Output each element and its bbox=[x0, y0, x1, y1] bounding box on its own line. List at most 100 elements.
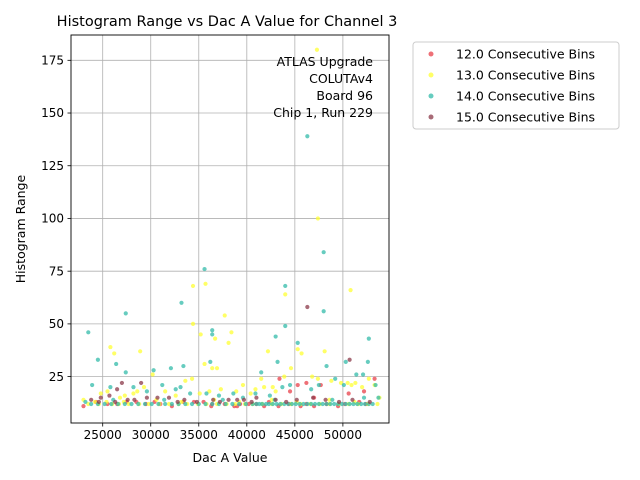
data-point-series-2 bbox=[214, 366, 220, 371]
x-axis-ticks: 25000 30000 35000 40000 45000 50000 bbox=[84, 423, 362, 442]
y-axis-ticks: 25 50 75 100 125 150 175 bbox=[41, 54, 71, 384]
data-point-series-4 bbox=[305, 304, 310, 310]
data-point-series-2 bbox=[327, 397, 332, 402]
data-point-series-3 bbox=[297, 401, 302, 407]
data-point-series-3 bbox=[123, 311, 128, 316]
legend-marker bbox=[428, 114, 434, 120]
data-point-series-2 bbox=[229, 330, 234, 335]
data-point-series-3 bbox=[287, 382, 293, 388]
data-point-series-3 bbox=[210, 401, 215, 407]
data-point-series-2 bbox=[349, 382, 354, 388]
data-point-series-3 bbox=[330, 397, 335, 402]
data-point-series-1 bbox=[277, 376, 282, 381]
legend-marker bbox=[428, 72, 434, 78]
data-point-series-2 bbox=[240, 382, 246, 388]
data-point-series-3 bbox=[163, 401, 168, 407]
data-point-series-2 bbox=[338, 380, 344, 386]
data-point-series-3 bbox=[223, 401, 228, 407]
data-point-series-3 bbox=[86, 330, 91, 335]
data-point-series-3 bbox=[321, 309, 326, 314]
data-point-series-1 bbox=[346, 391, 351, 396]
data-point-series-2 bbox=[98, 391, 103, 396]
annotation-line: Chip 1, Run 229 bbox=[273, 105, 373, 120]
data-points bbox=[81, 47, 382, 409]
data-point-series-2 bbox=[226, 340, 231, 345]
data-point-series-4 bbox=[144, 395, 149, 400]
data-point-series-3 bbox=[275, 359, 280, 364]
data-point-series-2 bbox=[179, 399, 184, 405]
data-point-series-2 bbox=[222, 313, 227, 318]
data-point-series-3 bbox=[360, 372, 366, 377]
data-point-series-2 bbox=[359, 385, 365, 390]
y-tick-label: 150 bbox=[41, 106, 64, 120]
data-point-series-3 bbox=[362, 401, 368, 407]
data-point-series-3 bbox=[289, 401, 295, 407]
data-point-series-2 bbox=[270, 385, 275, 390]
data-point-series-3 bbox=[204, 391, 209, 396]
data-point-series-3 bbox=[309, 401, 314, 407]
data-point-series-3 bbox=[115, 401, 121, 407]
x-axis-label: Dac A Value bbox=[193, 450, 268, 465]
data-point-series-3 bbox=[263, 401, 269, 407]
data-point-series-3 bbox=[179, 300, 184, 305]
data-point-series-2 bbox=[190, 283, 196, 289]
data-point-series-2 bbox=[273, 389, 278, 394]
data-point-series-4 bbox=[211, 397, 216, 402]
data-point-series-2 bbox=[322, 349, 327, 354]
data-point-series-3 bbox=[178, 385, 183, 390]
data-point-series-3 bbox=[376, 395, 381, 400]
data-point-series-2 bbox=[310, 374, 315, 379]
y-tick-label: 100 bbox=[41, 212, 64, 226]
data-point-series-2 bbox=[166, 401, 172, 407]
x-tick-label: 45000 bbox=[276, 428, 314, 442]
data-point-series-3 bbox=[162, 397, 167, 402]
data-point-series-4 bbox=[175, 399, 180, 405]
data-point-series-3 bbox=[243, 401, 248, 407]
data-point-series-3 bbox=[293, 401, 298, 407]
data-point-series-3 bbox=[361, 395, 367, 400]
data-point-series-4 bbox=[273, 397, 278, 402]
data-point-series-3 bbox=[203, 401, 208, 407]
data-point-series-2 bbox=[315, 376, 321, 381]
chart-annotation: ATLAS Upgrade COLUTAv4 Board 96 Chip 1, Run… bbox=[273, 54, 373, 120]
y-tick-label: 25 bbox=[49, 370, 64, 384]
data-point-series-2 bbox=[375, 401, 380, 407]
data-point-series-2 bbox=[126, 401, 131, 407]
data-point-series-3 bbox=[305, 134, 310, 139]
data-point-series-3 bbox=[188, 391, 193, 396]
data-point-series-3 bbox=[267, 393, 272, 398]
data-point-series-3 bbox=[321, 250, 326, 255]
data-point-series-3 bbox=[202, 266, 207, 272]
data-point-series-3 bbox=[160, 382, 165, 388]
data-point-series-1 bbox=[361, 389, 367, 394]
data-point-series-3 bbox=[270, 401, 275, 407]
data-point-series-4 bbox=[249, 399, 254, 405]
annotation-line: COLUTAv4 bbox=[309, 71, 373, 86]
data-point-series-2 bbox=[131, 391, 136, 396]
data-point-series-4 bbox=[284, 399, 289, 405]
data-point-series-1 bbox=[295, 382, 300, 388]
data-point-series-4 bbox=[323, 397, 328, 402]
data-point-series-3 bbox=[129, 401, 134, 407]
data-point-series-3 bbox=[355, 401, 360, 407]
data-point-series-2 bbox=[299, 351, 304, 356]
data-point-series-3 bbox=[216, 393, 222, 398]
data-point-series-2 bbox=[265, 349, 271, 354]
x-tick-label: 35000 bbox=[180, 428, 218, 442]
data-point-series-3 bbox=[257, 401, 262, 407]
data-point-series-2 bbox=[353, 380, 358, 386]
data-point-series-3 bbox=[354, 372, 359, 377]
data-point-series-3 bbox=[102, 401, 107, 407]
data-point-series-4 bbox=[89, 397, 94, 402]
data-point-series-2 bbox=[295, 347, 300, 352]
data-point-series-2 bbox=[259, 376, 264, 381]
data-point-series-3 bbox=[259, 370, 264, 375]
legend-frame bbox=[412, 41, 620, 130]
data-point-series-3 bbox=[181, 363, 186, 369]
data-point-series-2 bbox=[248, 391, 253, 396]
data-point-series-2 bbox=[207, 389, 212, 394]
data-point-series-3 bbox=[343, 359, 348, 364]
data-point-series-4 bbox=[155, 395, 160, 400]
data-point-series-3 bbox=[320, 401, 325, 407]
data-point-series-3 bbox=[316, 382, 321, 388]
